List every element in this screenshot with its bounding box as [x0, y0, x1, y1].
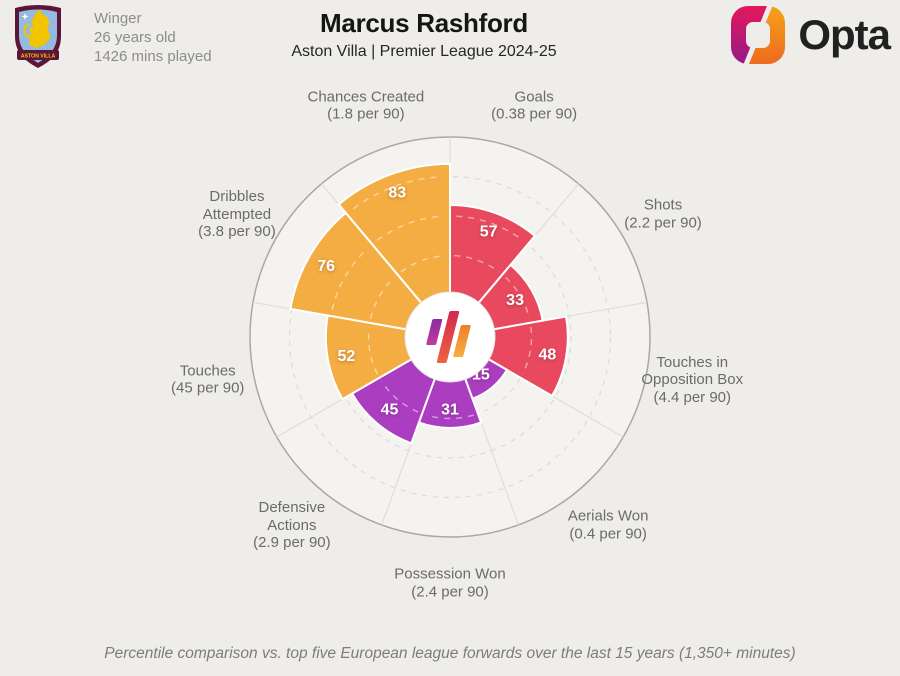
value-label-touches: 52 [338, 348, 356, 365]
wedge-grid-arc [456, 215, 524, 241]
axis-label-aerials-won: Aerials Won (0.4 per 90) [567, 507, 649, 543]
wedge-grid-arc [454, 254, 500, 273]
crest-banner [17, 50, 59, 60]
value-label-touches-in-opposition-box: 48 [538, 347, 556, 364]
axis-label-chances-created: Chances Created (1.8 per 90) [307, 88, 425, 123]
wedge-grid-arc [376, 215, 444, 241]
player-info: Winger 26 years old 1426 mins played [94, 9, 212, 66]
opta-logo-mark-icon [731, 6, 786, 64]
axis-label-defensive-actions: Defensive Actions (2.9 per 90) [253, 499, 331, 552]
opta-pulse-icon [426, 311, 471, 363]
player-minutes: 1426 mins played [94, 48, 212, 65]
wedge-grid-arc [381, 381, 419, 413]
wedge-grid-arc [367, 326, 379, 375]
value-label-chances-created: 83 [388, 185, 406, 202]
wedge-grid-arc [505, 276, 531, 319]
axis-label-touches-in-opposition-box: Touches in Opposition Box (4.4 per 90) [641, 353, 744, 406]
crest-star-icon [21, 13, 29, 20]
axis-label-shots: Shots (2.2 per 90) [624, 196, 702, 232]
grid-circle [328, 215, 572, 459]
value-label-defensive-actions: 45 [381, 402, 399, 419]
value-label-possession-won: 31 [441, 401, 459, 418]
opta-wordmark: Opta [798, 11, 891, 58]
title-block: Marcus Rashford Aston Villa | Premier Le… [291, 8, 556, 61]
club-crest: ASTON VILLA [15, 5, 61, 68]
axis-label-goals: Goals (0.38 per 90) [491, 88, 578, 123]
wedge-grid-arc [352, 176, 442, 210]
axis-label-dribbles-attempted: Dribbles Attempted (3.8 per 90) [198, 187, 276, 240]
crest-lion-tail [23, 23, 31, 38]
wedge-grid-arc [400, 254, 446, 273]
value-label-dribbles-attempted: 76 [317, 258, 335, 275]
axis-label-possession-won: Possession Won (2.4 per 90) [394, 565, 506, 601]
opta-logo: Opta [731, 6, 891, 64]
wedge-grid-arc [521, 326, 533, 375]
axis-label-touches: Touches (45 per 90) [171, 362, 245, 397]
crest-lion-icon [25, 9, 51, 48]
player-position: Winger [94, 10, 142, 27]
value-label-shots: 33 [506, 292, 524, 309]
footnote: Percentile comparison vs. top five Europ… [104, 645, 796, 662]
grid-circle [288, 175, 612, 499]
wedge-grid-arc [331, 247, 368, 310]
player-name-title: Marcus Rashford [320, 8, 528, 38]
player-age: 26 years old [94, 29, 176, 46]
value-label-goals: 57 [480, 223, 498, 240]
wedge-grid-arc [425, 414, 475, 420]
crest-banner-text: ASTON VILLA [21, 53, 56, 59]
wedge-grid-arc [369, 276, 395, 319]
team-competition-subtitle: Aston Villa | Premier League 2024-25 [291, 43, 557, 60]
